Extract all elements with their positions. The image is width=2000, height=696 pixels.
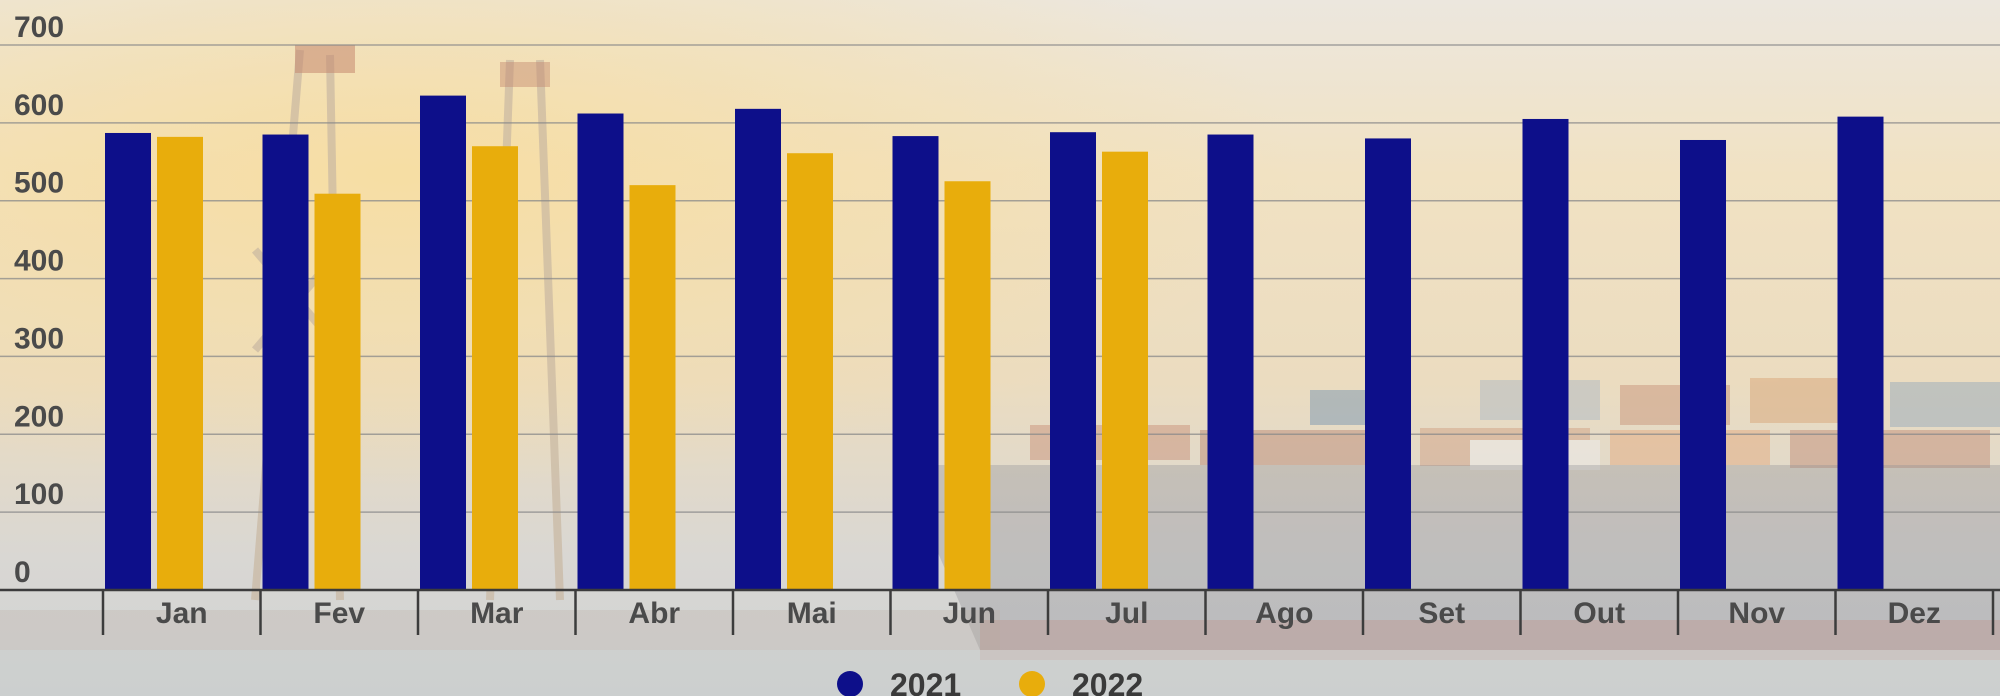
legend-label: 2022: [1072, 667, 1143, 696]
bar-2022-Fev: [314, 193, 361, 590]
y-tick-label: 600: [14, 89, 64, 122]
y-tick-label: 400: [14, 245, 64, 278]
bar-2021-Dez: [1837, 116, 1884, 590]
bar-2022-Jul: [1102, 151, 1148, 590]
bar-2021-Mai: [735, 108, 781, 590]
legend-item-2022[interactable]: 2022: [1019, 667, 1143, 696]
x-category-label: Mai: [787, 597, 837, 630]
x-category-label: Abr: [628, 597, 680, 630]
bar-2021-Abr: [577, 113, 624, 590]
bar-2022-Jun: [944, 181, 991, 590]
bar-2021-Jun: [892, 136, 939, 591]
x-category-label: Jul: [1105, 597, 1148, 630]
x-category-label: Set: [1418, 597, 1465, 630]
y-tick-label: 500: [14, 167, 64, 200]
x-category-label: Mar: [470, 597, 524, 630]
x-category-label: Jan: [156, 597, 208, 630]
bar-2021-Out: [1522, 118, 1569, 590]
legend-marker: [837, 671, 863, 696]
y-tick-label: 700: [14, 11, 64, 44]
bar-2021-Nov: [1680, 139, 1726, 590]
bar-2021-Fev: [262, 134, 309, 591]
legend-item-2021[interactable]: 2021: [837, 667, 961, 696]
bar-2021-Mar: [420, 95, 466, 590]
bar-2021-Set: [1365, 138, 1411, 590]
legend: 2021 2022: [837, 667, 1143, 696]
x-category-label: Fev: [313, 597, 365, 630]
bar-2021-Jan: [105, 132, 151, 590]
y-tick-label: 200: [14, 400, 64, 433]
bar-2022-Jan: [157, 136, 203, 590]
bar-2022-Abr: [629, 185, 676, 590]
y-axis-ticks: 0 100 200 300 400 500 600 700: [14, 11, 64, 589]
bar-2021-Jul: [1050, 132, 1096, 590]
x-category-label: Jun: [943, 597, 996, 630]
y-tick-label: 100: [14, 478, 64, 511]
x-category-label: Nov: [1728, 597, 1785, 630]
x-axis: Jan Fev Mar Abr Mai Jun Jul Ago Set Out Nov Dez: [0, 588, 2000, 635]
x-category-label: Out: [1573, 597, 1625, 630]
bar-2022-Mai: [787, 153, 833, 590]
bar-2022-Mar: [472, 146, 518, 590]
x-category-label: Ago: [1255, 597, 1313, 630]
bar-2021-Ago: [1207, 134, 1254, 591]
legend-label: 2021: [890, 667, 961, 696]
bars: [105, 95, 1884, 591]
y-tick-label: 0: [14, 556, 31, 589]
y-tick-label: 300: [14, 322, 64, 355]
legend-marker: [1019, 671, 1045, 696]
x-category-label: Dez: [1888, 597, 1941, 630]
